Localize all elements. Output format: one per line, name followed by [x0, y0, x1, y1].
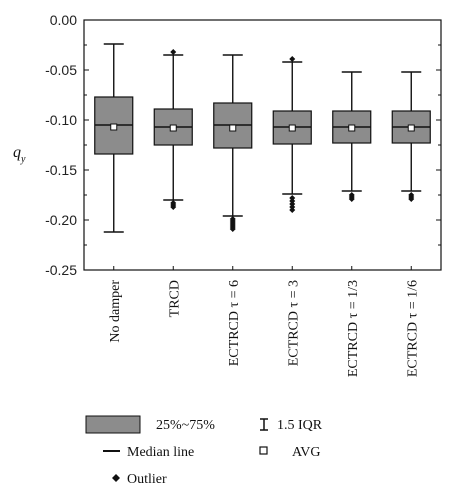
y-axis-label-subscript: y	[20, 154, 26, 165]
avg-marker	[229, 124, 237, 132]
outlier-point	[289, 207, 296, 213]
legend-median-label: Median line	[127, 445, 194, 460]
avg-marker	[110, 123, 118, 131]
box-4	[272, 56, 312, 213]
y-tick-label: -0.15	[45, 162, 77, 178]
x-category-label: TRCD	[167, 280, 182, 317]
x-category-label: ECTRCD τ = 3	[286, 280, 301, 366]
y-axis-label-main: q	[13, 144, 21, 161]
box-2	[153, 49, 193, 210]
legend-outlier-label: Outlier	[127, 472, 167, 487]
outlier-point	[348, 196, 355, 202]
box-1	[94, 43, 134, 233]
outlier-point	[289, 56, 296, 62]
x-category-label: ECTRCD τ = 1/3	[346, 280, 361, 377]
outlier-point	[408, 196, 415, 202]
avg-marker	[407, 124, 415, 132]
avg-marker	[288, 124, 296, 132]
legend-avg-label: AVG	[292, 445, 321, 460]
avg-marker	[169, 124, 177, 132]
legend: 25%~75% Median line Outlier 1.5 IQR AVG	[85, 415, 323, 487]
y-tick-label: -0.25	[45, 262, 77, 278]
legend-avg-swatch	[259, 446, 268, 455]
legend-whisker-swatch	[260, 418, 268, 431]
plot-area: 0.00 -0.05 -0.10 -0.15 -0.20 -0.25 No damper TR…	[45, 12, 442, 377]
outlier-point	[229, 226, 236, 232]
legend-box-label: 25%~75%	[156, 418, 215, 433]
y-tick-label: 0.00	[50, 12, 77, 28]
legend-outlier-swatch	[112, 474, 120, 482]
plot-frame	[83, 19, 442, 271]
legend-box-swatch	[85, 415, 141, 434]
box-6	[391, 71, 431, 202]
x-category-label: ECTRCD τ = 6	[227, 280, 242, 366]
box-5	[332, 71, 372, 202]
x-category-label: No damper	[108, 280, 123, 343]
legend-whisker-label: 1.5 IQR	[277, 418, 323, 433]
y-tick-label: -0.20	[45, 212, 77, 228]
y-axis-label: qy	[13, 144, 26, 165]
y-tick-label: -0.10	[45, 112, 77, 128]
box-3	[213, 54, 253, 232]
y-tick-label: -0.05	[45, 62, 77, 78]
outlier-point	[170, 49, 177, 55]
avg-marker	[348, 124, 356, 132]
x-category-label: ECTRCD τ = 1/6	[405, 280, 420, 377]
outlier-point	[170, 204, 177, 210]
